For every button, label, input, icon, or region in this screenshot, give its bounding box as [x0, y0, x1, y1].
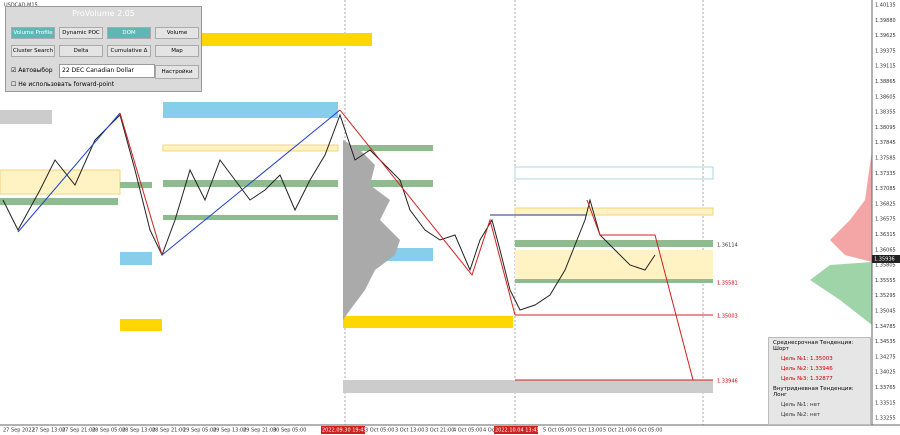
trend: Внутридневная Тенденция: Лонг	[773, 386, 854, 398]
price-label: 1.34275	[875, 354, 896, 360]
time-label: 27 Sep 13:00	[32, 428, 65, 434]
panel-title: ProVolume 2.05	[72, 9, 135, 18]
time-label: 5 Oct 13:00	[573, 428, 602, 434]
current-price-bg	[872, 255, 900, 263]
time-highlight	[494, 426, 538, 434]
level-label: 1.36114	[717, 243, 738, 249]
checkbox[interactable]: ☐ Не использовать forward-point	[11, 81, 115, 88]
time-label: 5 Oct 05:00	[543, 428, 572, 434]
price-label: 1.40135	[875, 3, 896, 9]
target: Цель №2: нет	[781, 412, 821, 418]
checkbox-label: Не использовать forward-point	[18, 81, 115, 88]
time-label: 27 Sep 21:00	[62, 428, 95, 434]
instrument-select[interactable]: 22 DEC Canadian Dollar	[59, 64, 155, 78]
price-label: 1.35805	[875, 263, 896, 269]
price-label: 1.39625	[875, 33, 896, 39]
time-label: 3 Oct 13:00	[395, 428, 424, 434]
price-label: 1.34785	[875, 324, 896, 330]
level-label: 1.35003	[717, 314, 738, 320]
time-label: 28 Sep 21:00	[152, 428, 185, 434]
time-label: 27 Sep 2022	[3, 428, 35, 434]
checkbox[interactable]: ☑ Автовыбор	[11, 67, 53, 74]
time-label: 4 Oct	[483, 428, 496, 434]
symbol: USDCAD,M15	[4, 3, 38, 9]
provolume-panel: ProVolume 2.05 Volume Profile Dynamic PO…	[5, 6, 202, 92]
target: Цель №1: 1.35003	[781, 356, 833, 362]
time-label: 5 Oct 21:00	[603, 428, 632, 434]
checkbox-label: Автовыбор	[18, 67, 53, 74]
price-label: 1.39880	[875, 18, 896, 24]
price-label: 1.35045	[875, 309, 896, 315]
level-label: 1.33946	[717, 379, 738, 385]
price-label: 1.37335	[875, 171, 896, 177]
target: Цель №1: нет	[781, 402, 821, 408]
time-label: 4 Oct 05:00	[453, 428, 482, 434]
time-label: 2022.09.30 19:45	[322, 428, 367, 434]
volume-profile	[343, 140, 872, 325]
button[interactable]: DOM	[107, 27, 151, 39]
price-axis	[872, 0, 900, 435]
time-label: 30 Sep 05:00	[273, 428, 306, 434]
price-label: 1.34535	[875, 339, 896, 345]
zigzag-up	[161, 109, 341, 256]
button[interactable]: Настройки	[155, 65, 199, 79]
target: Цель №2: 1.33946	[781, 366, 833, 372]
button[interactable]: Dynamic POC	[59, 27, 103, 39]
price-label: 1.36315	[875, 232, 896, 238]
button[interactable]: Volume Profile	[11, 27, 55, 39]
price-label: 1.37585	[875, 156, 896, 162]
time-label: 3 Oct 21:00	[425, 428, 454, 434]
button[interactable]: Map	[155, 45, 199, 57]
price-label: 1.38605	[875, 94, 896, 100]
price-label: 1.38095	[875, 125, 896, 131]
price-label: 1.33255	[875, 416, 896, 422]
price-label: 1.39375	[875, 48, 896, 54]
price-label: 1.36065	[875, 247, 896, 253]
forecast	[586, 199, 694, 381]
price-label: 1.37845	[875, 140, 896, 146]
price-label: 1.38355	[875, 110, 896, 116]
price-label: 1.35555	[875, 278, 896, 284]
time-label: 29 Sep 05:00	[183, 428, 216, 434]
level-label: 1.35581	[717, 281, 738, 287]
price-label: 1.33515	[875, 400, 896, 406]
price-label: 1.38865	[875, 79, 896, 85]
price-label: 1.37085	[875, 186, 896, 192]
button[interactable]: Cluster Search	[11, 45, 55, 57]
trend: Среднесрочная Тенденция: Шорт	[773, 340, 854, 352]
button[interactable]: Delta	[59, 45, 103, 57]
price-label: 1.33765	[875, 385, 896, 391]
time-label: 3 Oct 05:00	[365, 428, 394, 434]
time-label: 6 Oct 05:00	[633, 428, 662, 434]
time-label: 2022.10.04 13:45	[495, 428, 540, 434]
price-label: 1.36825	[875, 201, 896, 207]
price-label: 1.36575	[875, 217, 896, 223]
zigzag-up	[17, 112, 121, 233]
current-price: 1.35936	[874, 257, 895, 263]
price-label: 1.34025	[875, 370, 896, 376]
button[interactable]: Volume	[155, 27, 199, 39]
target: Цель №3: 1.32877	[781, 376, 833, 382]
price-label: 1.35295	[875, 293, 896, 299]
price-line	[2, 113, 656, 311]
time-label: 28 Sep 13:00	[122, 428, 155, 434]
time-label: 29 Sep 13:00	[213, 428, 246, 434]
button[interactable]: Cumulative Δ	[107, 45, 151, 57]
price-label: 1.39115	[875, 64, 896, 70]
time-label: 28 Sep 05:00	[92, 428, 125, 434]
time-label: 29 Sep 21:00	[243, 428, 276, 434]
zigzag-down	[119, 112, 163, 256]
zigzag-down	[339, 109, 516, 316]
time-highlight	[321, 426, 365, 434]
info-box: Среднесрочная Тенденция: Шорт Цель №1: 1…	[768, 337, 871, 425]
